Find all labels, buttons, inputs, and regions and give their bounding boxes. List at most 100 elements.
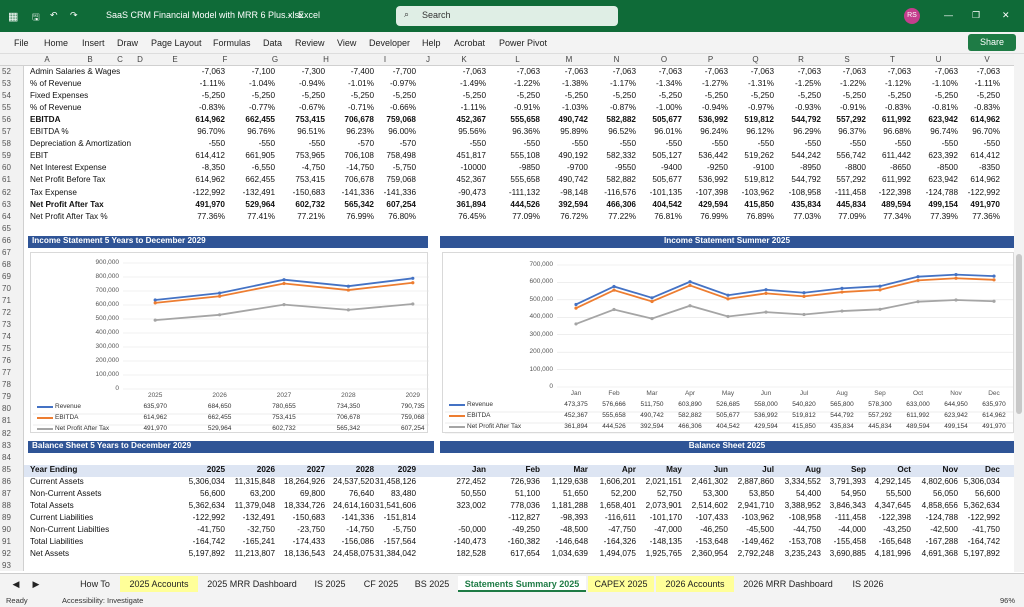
- restore-icon[interactable]: ❐: [972, 10, 981, 20]
- row-header-82[interactable]: 82: [2, 428, 11, 438]
- menu-file[interactable]: File: [14, 38, 29, 48]
- menu-formulas[interactable]: Formulas: [213, 38, 251, 48]
- row-header-71[interactable]: 71: [2, 295, 11, 305]
- row-header-59[interactable]: 59: [2, 151, 11, 161]
- minimize-icon[interactable]: —: [944, 10, 953, 20]
- save-icon[interactable]: 🖫: [32, 12, 40, 22]
- column-header-c[interactable]: C: [117, 55, 123, 64]
- column-header-v[interactable]: V: [984, 55, 990, 64]
- sheet-tab-statements-summary-2025[interactable]: Statements Summary 2025: [458, 576, 586, 592]
- column-header-r[interactable]: R: [798, 55, 804, 64]
- menu-insert[interactable]: Insert: [82, 38, 105, 48]
- column-header-q[interactable]: Q: [752, 55, 759, 64]
- column-header-h[interactable]: H: [323, 55, 329, 64]
- menu-draw[interactable]: Draw: [117, 38, 139, 48]
- row-header-86[interactable]: 86: [2, 476, 11, 486]
- column-header-p[interactable]: P: [707, 55, 714, 64]
- column-header-i[interactable]: I: [383, 55, 387, 64]
- vertical-scrollbar[interactable]: [1014, 54, 1024, 572]
- row-header-67[interactable]: 67: [2, 247, 11, 257]
- menu-developer[interactable]: Developer: [369, 38, 411, 48]
- column-header-t[interactable]: T: [890, 55, 895, 64]
- row-header-70[interactable]: 70: [2, 283, 11, 293]
- row-header-92[interactable]: 92: [2, 549, 11, 558]
- column-header-b[interactable]: B: [87, 55, 93, 64]
- row-header-57[interactable]: 57: [2, 127, 11, 137]
- sheet-tab-2025-accounts[interactable]: 2025 Accounts: [120, 576, 198, 592]
- row-header-60[interactable]: 60: [2, 163, 11, 173]
- sheet-tab-capex-2025[interactable]: CAPEX 2025: [588, 576, 654, 592]
- avatar[interactable]: RS: [904, 8, 920, 24]
- row-header-77[interactable]: 77: [2, 368, 11, 378]
- menu-help[interactable]: Help: [422, 38, 441, 48]
- column-header-s[interactable]: S: [844, 55, 850, 64]
- menu-page-layout[interactable]: Page Layout: [151, 38, 202, 48]
- close-icon[interactable]: ✕: [1002, 10, 1010, 20]
- sheet-tab-bs-2025[interactable]: BS 2025: [414, 579, 450, 589]
- row-header-73[interactable]: 73: [2, 320, 11, 330]
- row-header-66[interactable]: 66: [2, 235, 11, 245]
- menu-view[interactable]: View: [337, 38, 357, 48]
- tab-scroll-right-icon[interactable]: ▶: [32, 579, 40, 589]
- column-header-u[interactable]: U: [935, 55, 942, 64]
- menu-review[interactable]: Review: [295, 38, 325, 48]
- sheet-tab-is-2026[interactable]: IS 2026: [852, 579, 884, 589]
- row-header-78[interactable]: 78: [2, 380, 11, 390]
- sheet-tab-2026-mrr-dashboard[interactable]: 2026 MRR Dashboard: [743, 579, 833, 589]
- column-header-f[interactable]: F: [222, 55, 228, 64]
- column-header-e[interactable]: E: [172, 55, 178, 64]
- column-header-g[interactable]: G: [271, 55, 279, 64]
- row-header-84[interactable]: 84: [2, 452, 11, 462]
- menu-home[interactable]: Home: [44, 38, 69, 48]
- sheet-tab-is-2025[interactable]: IS 2025: [314, 579, 346, 589]
- column-header-a[interactable]: A: [44, 55, 50, 64]
- row-header-89[interactable]: 89: [2, 512, 11, 522]
- sheet-tab-cf-2025[interactable]: CF 2025: [363, 579, 399, 589]
- sheet-tab-2025-mrr-dashboard[interactable]: 2025 MRR Dashboard: [207, 579, 297, 589]
- menu-power-pivot[interactable]: Power Pivot: [499, 38, 548, 48]
- column-header-k[interactable]: K: [461, 55, 467, 64]
- menu-data[interactable]: Data: [263, 38, 283, 48]
- column-header-n[interactable]: N: [613, 55, 620, 64]
- row-header-61[interactable]: 61: [2, 175, 11, 185]
- column-header-o[interactable]: O: [660, 55, 668, 64]
- row-header-80[interactable]: 80: [2, 404, 11, 414]
- column-header-d[interactable]: D: [137, 55, 143, 64]
- zoom-level[interactable]: 96%: [1000, 596, 1016, 605]
- accessibility-status[interactable]: Accessibility: Investigate: [62, 596, 144, 605]
- row-header-85[interactable]: 85: [2, 464, 11, 474]
- row-header-74[interactable]: 74: [2, 332, 11, 342]
- row-header-68[interactable]: 68: [2, 259, 11, 269]
- column-header-l[interactable]: L: [515, 55, 520, 64]
- undo-icon[interactable]: ↶: [50, 10, 58, 20]
- menu-acrobat[interactable]: Acrobat: [454, 38, 486, 48]
- row-header-81[interactable]: 81: [2, 416, 11, 426]
- sheet-tab-how-to[interactable]: How To: [80, 579, 110, 589]
- row-header-87[interactable]: 87: [2, 488, 11, 498]
- row-header-75[interactable]: 75: [2, 344, 11, 354]
- column-header-j[interactable]: J: [426, 55, 430, 64]
- column-header-m[interactable]: M: [565, 55, 573, 64]
- redo-icon[interactable]: ↷: [70, 10, 78, 20]
- row-header-55[interactable]: 55: [2, 103, 11, 113]
- row-header-53[interactable]: 53: [2, 79, 11, 89]
- scroll-thumb[interactable]: [1016, 254, 1022, 414]
- row-header-83[interactable]: 83: [2, 440, 11, 450]
- row-header-93[interactable]: 93: [2, 561, 11, 571]
- row-header-62[interactable]: 62: [2, 187, 11, 197]
- row-header-90[interactable]: 90: [2, 524, 11, 534]
- row-header-56[interactable]: 56: [2, 115, 11, 125]
- row-header-79[interactable]: 79: [2, 392, 11, 402]
- share-button[interactable]: Share: [968, 34, 1016, 51]
- row-header-76[interactable]: 76: [2, 356, 11, 366]
- row-header-88[interactable]: 88: [2, 500, 11, 510]
- row-header-63[interactable]: 63: [2, 199, 11, 209]
- row-header-65[interactable]: 65: [2, 223, 11, 233]
- row-header-69[interactable]: 69: [2, 271, 11, 281]
- row-header-64[interactable]: 64: [2, 211, 11, 221]
- sheet-tab-2026-accounts[interactable]: 2026 Accounts: [656, 576, 734, 592]
- row-header-52[interactable]: 52: [2, 67, 11, 76]
- tab-scroll-left-icon[interactable]: ◀: [12, 579, 20, 589]
- row-header-54[interactable]: 54: [2, 91, 11, 101]
- search-box[interactable]: ⌕ Search: [396, 6, 618, 26]
